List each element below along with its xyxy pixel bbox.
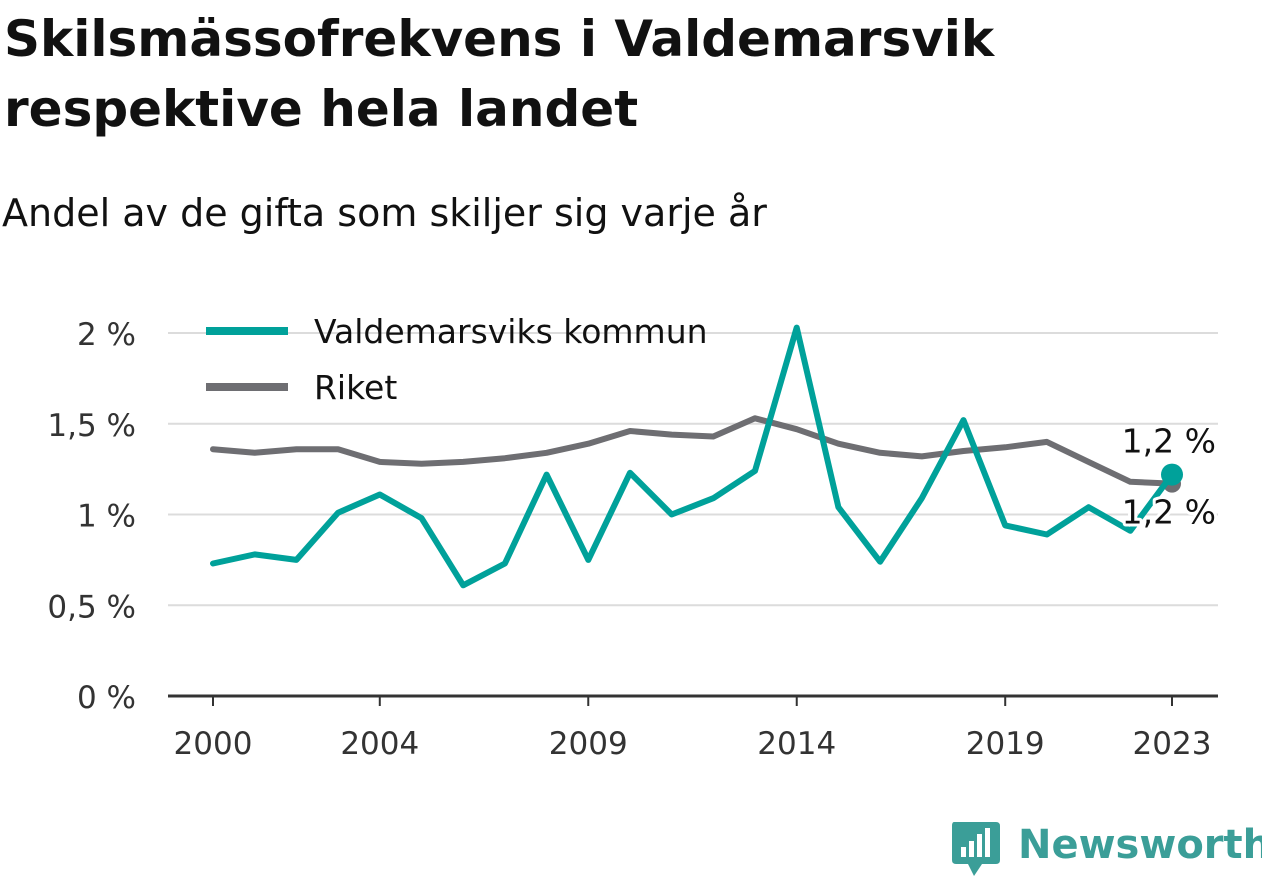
end-label-riket: 1,2 % <box>1122 493 1216 532</box>
x-tick-label: 2019 <box>966 726 1045 762</box>
end-label-valdemarsvik: 1,2 % <box>1122 422 1216 461</box>
legend-label: Riket <box>314 368 397 407</box>
x-tick-label: 2023 <box>1133 726 1212 762</box>
end-labels: 1,2 % 1,2 % <box>1119 419 1219 535</box>
newsworthy-logo-icon <box>952 822 1000 876</box>
series-line-riket <box>210 415 1175 487</box>
end-point-valdemarsvik <box>1161 463 1183 486</box>
y-tick-label: 1,5 % <box>47 408 136 444</box>
x-tick-label: 2004 <box>340 726 419 762</box>
legend-label: Valdemarsviks kommun <box>314 312 708 351</box>
chart-subtitle: Andel av de gifta som skiljer sig varje … <box>2 191 767 235</box>
x-tick-label: 2000 <box>174 726 253 762</box>
legend: Valdemarsviks kommun Riket <box>206 312 708 407</box>
brand-name: Newsworthy <box>1018 822 1262 868</box>
gridlines <box>168 332 1218 607</box>
chart-title: Skilsmässofrekvens i Valdemarsvik respek… <box>4 10 995 138</box>
series-line-valdemarsvik <box>210 324 1175 589</box>
y-axis: 0 % 0,5 % 1 % 1,5 % 2 % <box>47 317 136 716</box>
y-tick-label: 1 % <box>77 499 136 535</box>
x-tick-label: 2014 <box>757 726 836 762</box>
y-tick-label: 0,5 % <box>47 589 136 625</box>
x-tick-label: 2009 <box>549 726 628 762</box>
brand: Newsworthy <box>950 820 1262 880</box>
series-lines <box>210 324 1183 589</box>
x-axis: 2000 2004 2009 2014 2019 2023 <box>168 694 1218 762</box>
y-tick-label: 0 % <box>77 680 136 716</box>
y-tick-label: 2 % <box>77 317 136 353</box>
